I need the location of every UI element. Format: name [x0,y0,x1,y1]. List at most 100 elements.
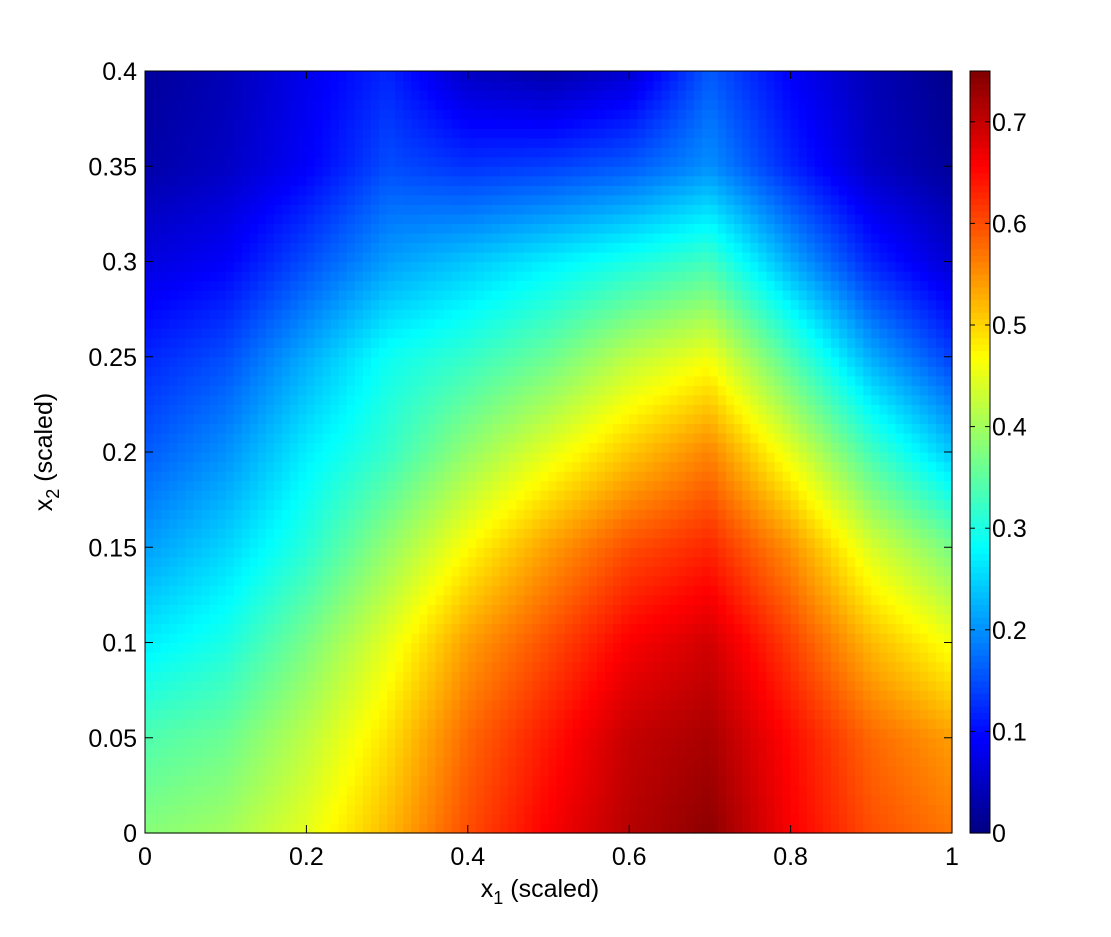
heatmap-cell [774,804,784,815]
heatmap-cell [443,709,453,720]
heatmap-cell [274,594,283,606]
heatmap-cell [903,471,913,482]
heatmap-cell [588,804,598,815]
heatmap-cell [435,375,445,386]
heatmap-cell [822,652,832,663]
heatmap-cell [863,756,872,767]
heatmap-cell [201,423,211,434]
heatmap-cell [354,680,364,691]
heatmap-cell [709,709,719,720]
heatmap-cell [225,747,235,758]
heatmap-cell [613,490,622,501]
heatmap-cell [613,452,622,463]
heatmap-cell [693,756,703,767]
heatmap-cell [290,499,299,510]
heatmap-cell [653,699,663,710]
heatmap-cell [282,575,291,586]
heatmap-cell [161,394,170,405]
heatmap-cell [548,575,558,586]
heatmap-cell [629,756,638,767]
heatmap-cell [830,471,840,482]
heatmap-cell [266,785,275,796]
heatmap-cell [193,671,203,682]
heatmap-cell [169,680,178,691]
heatmap-cell [879,775,889,786]
heatmap-cell [524,680,533,691]
heatmap-cell [693,461,703,472]
heatmap-cell [742,547,751,558]
heatmap-cell [572,547,582,558]
heatmap-cell [758,604,767,615]
heatmap-cell [330,432,340,444]
heatmap-cell [459,528,469,539]
heatmap-cell [604,775,614,786]
heatmap-cell [516,423,525,434]
heatmap-cell [798,699,808,710]
heatmap-cell [726,423,735,434]
heatmap-cell [572,423,582,434]
heatmap-cell [524,452,533,463]
heatmap-cell [911,680,921,691]
heatmap-cell [177,423,186,434]
heatmap-cell [911,518,921,529]
heatmap-cell [475,671,485,682]
heatmap-cell [395,785,404,796]
heatmap-cell [177,709,186,720]
heatmap-cell [443,794,453,806]
heatmap-cell [483,709,493,720]
heatmap-cell [766,585,776,596]
heatmap-cell [524,747,533,758]
heatmap-cell [822,680,832,691]
heatmap-cell [871,461,880,472]
heatmap-cell [839,547,848,558]
heatmap-cell [911,661,921,672]
heatmap-cell [790,461,800,472]
heatmap-cell [145,728,154,739]
heatmap-cell [613,461,622,472]
heatmap-cell [306,518,316,529]
heatmap-cell [806,632,816,644]
heatmap-cell [330,794,340,806]
heatmap-cell [847,537,856,548]
heatmap-cell [774,604,784,615]
heatmap-cell [169,661,178,672]
heatmap-cell [596,432,606,444]
heatmap-cell [782,680,792,691]
heatmap-cell [241,356,251,367]
heatmap-cell [330,747,340,758]
heatmap-cell [871,661,880,672]
heatmap-cell [427,690,437,701]
heatmap-cell [346,813,356,825]
heatmap-cell [298,728,307,739]
heatmap-cell [524,366,533,377]
heatmap-cell [839,613,848,625]
heatmap-cell [637,785,646,796]
heatmap-cell [492,690,501,701]
heatmap-cell [435,699,445,710]
heatmap-cell [193,499,203,510]
heatmap-cell [322,537,332,548]
heatmap-cell [403,547,412,558]
heatmap-cell [338,585,348,596]
heatmap-cell [790,394,800,405]
heatmap-cell [758,709,767,720]
heatmap-cell [669,756,679,767]
heatmap-cell [257,480,267,491]
heatmap-cell [903,413,913,425]
heatmap-cell [451,366,461,377]
heatmap-cell [847,737,856,748]
heatmap-cell [766,604,776,615]
heatmap-cell [847,671,856,682]
heatmap-cell [798,499,808,510]
heatmap-cell [540,766,550,777]
heatmap-cell [257,490,267,501]
heatmap-cell [548,356,558,367]
heatmap-cell [814,661,824,672]
heatmap-cell [492,480,501,491]
heatmap-cell [895,585,905,596]
heatmap-cell [185,661,195,672]
heatmap-cell [451,442,461,453]
heatmap-cell [532,652,542,663]
heatmap-cell [282,813,291,825]
heatmap-cell [153,509,162,520]
